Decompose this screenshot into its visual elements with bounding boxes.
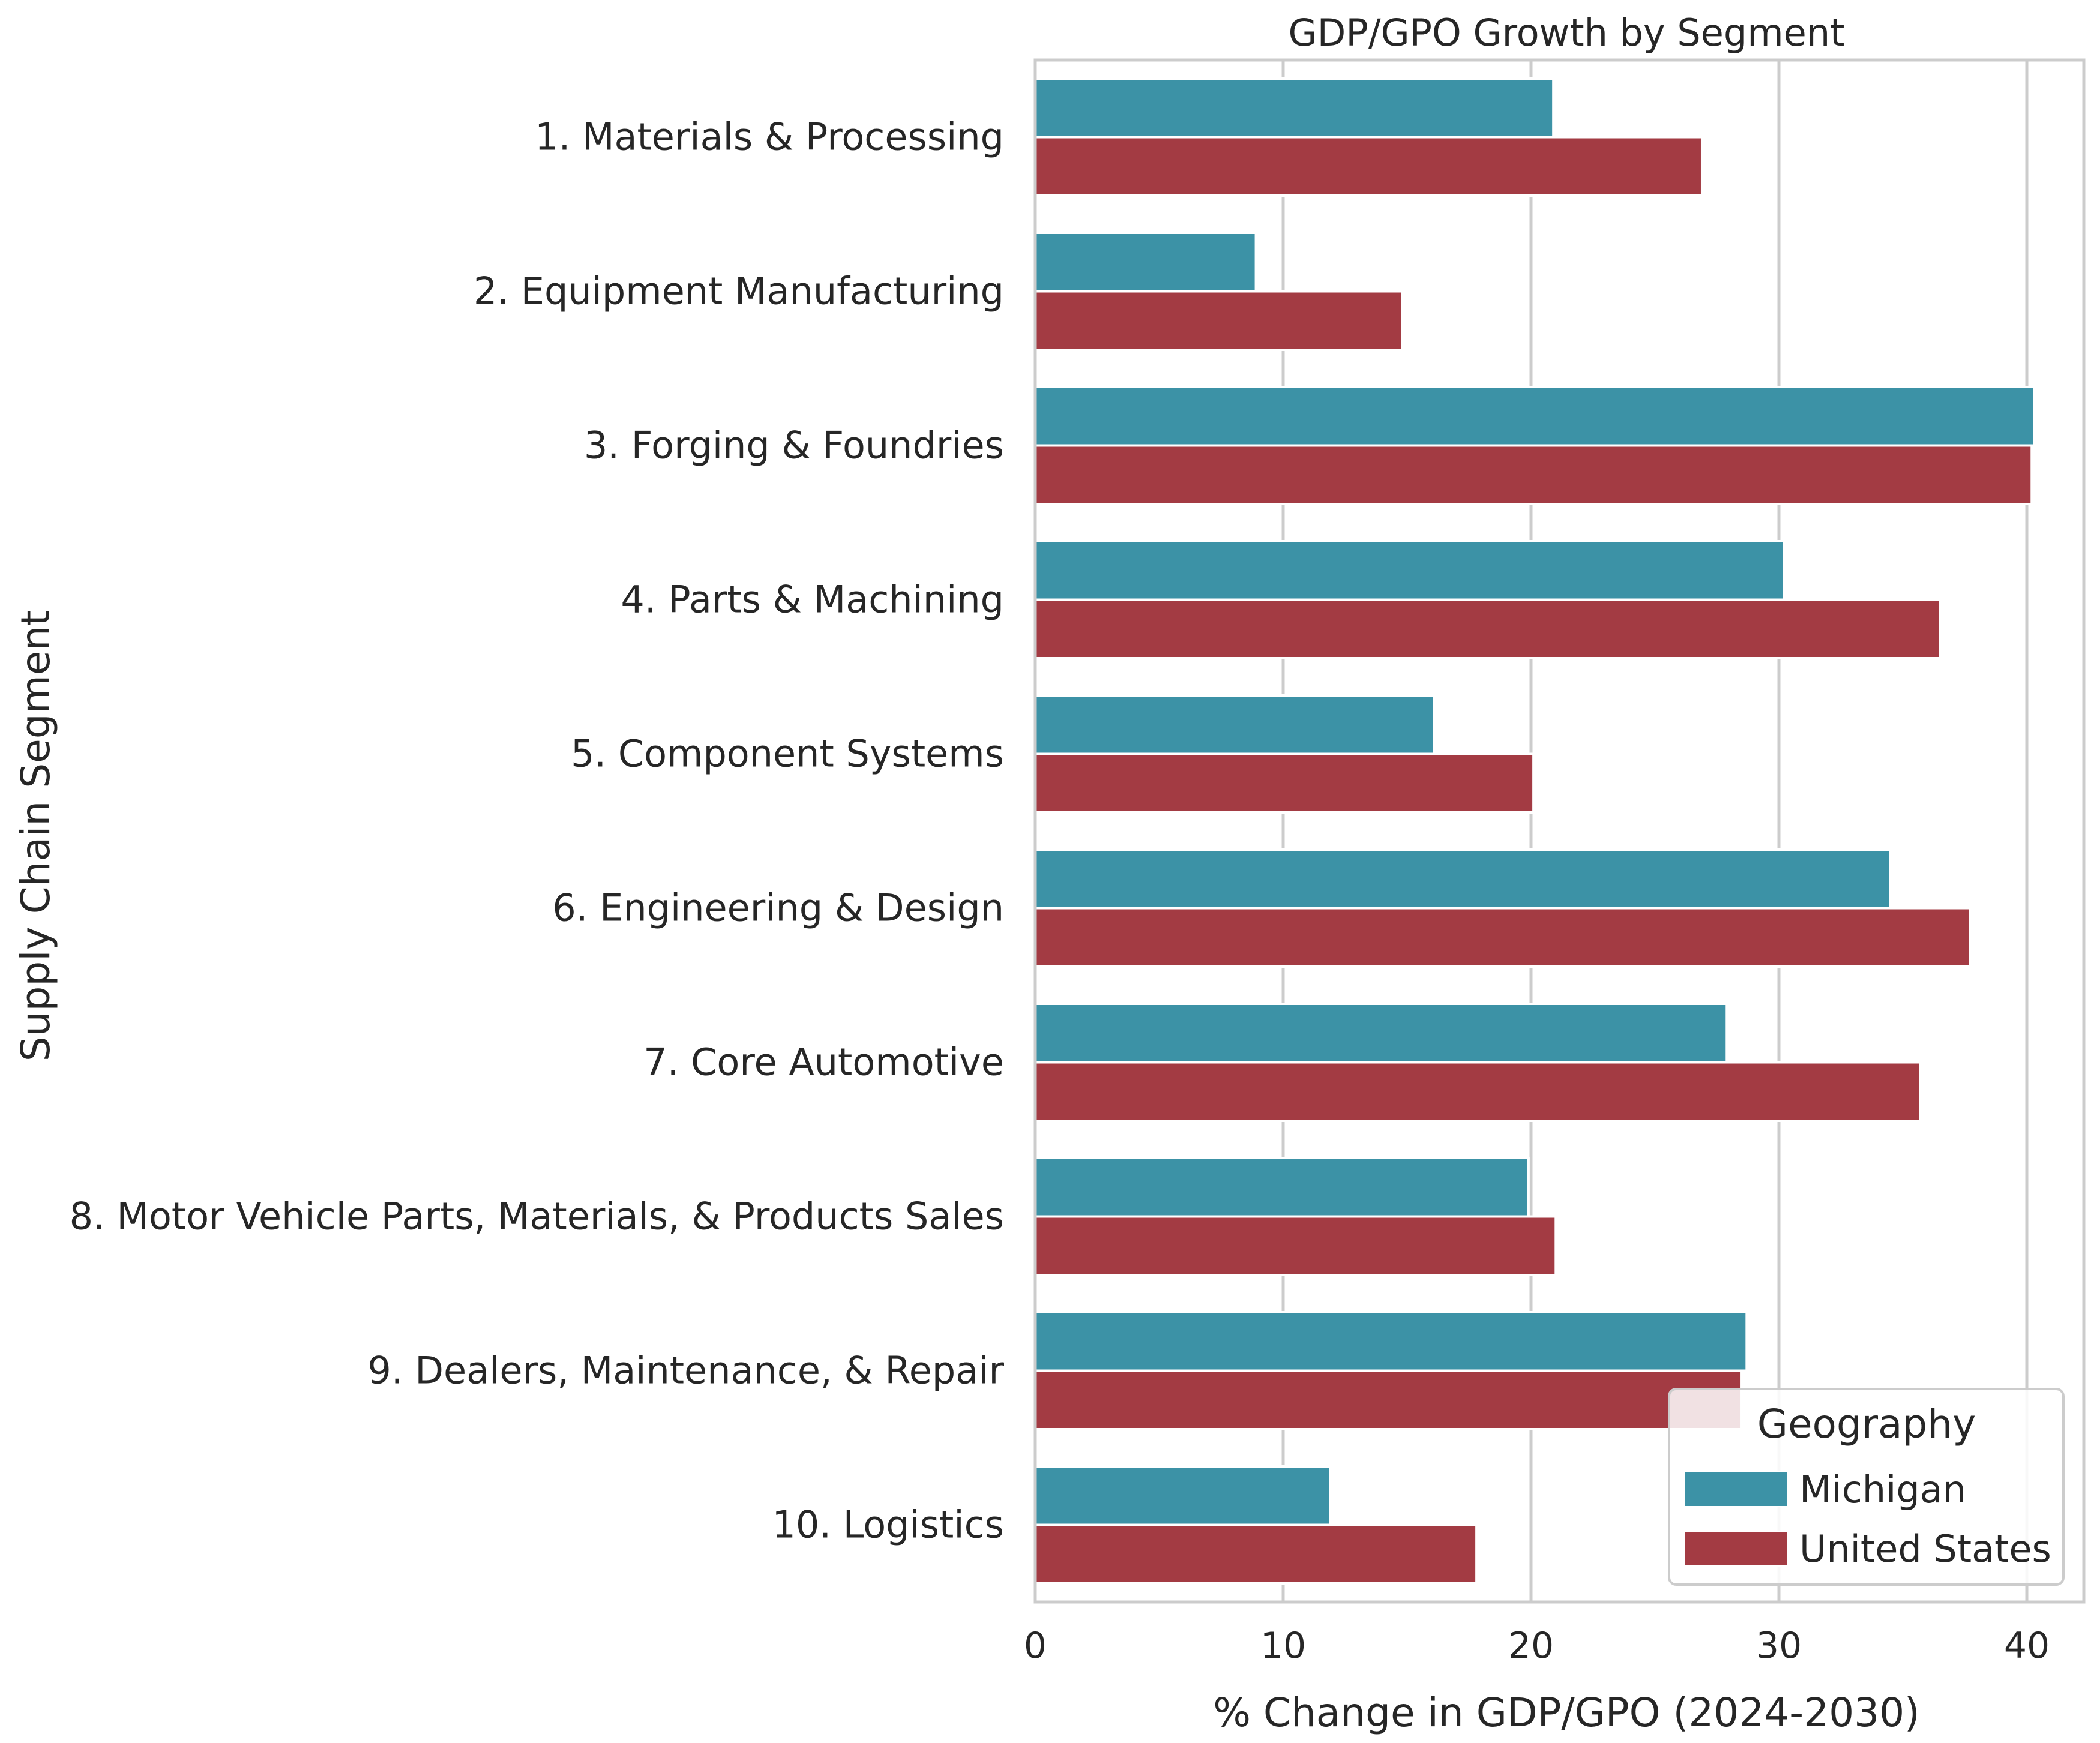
bar-michigan [1034, 232, 1257, 293]
bar-united-states [1034, 1523, 1478, 1585]
bar-united-states [1034, 598, 1942, 659]
bar-michigan [1034, 540, 1786, 601]
y-axis-label: Supply Chain Segment [13, 610, 59, 1061]
y-tick-label: 7. Core Automotive [643, 1040, 1004, 1084]
y-tick-label: 8. Motor Vehicle Parts, Materials, & Pro… [70, 1195, 1004, 1238]
bar-united-states [1034, 1369, 1743, 1430]
bar-united-states [1034, 907, 1972, 968]
y-tick-label: 3. Forging & Foundries [584, 424, 1004, 467]
bar-united-states [1034, 136, 1703, 197]
plot-frame [1033, 58, 2086, 1604]
legend-title: Geography [1757, 1401, 1976, 1447]
bar-united-states [1034, 290, 1404, 351]
y-tick-label: 4. Parts & Machining [621, 578, 1004, 622]
x-tick-label: 20 [1508, 1625, 1554, 1667]
bar-michigan [1034, 1311, 1748, 1372]
bar-michigan [1034, 386, 2036, 447]
y-tick-label: 6. Engineering & Design [552, 886, 1004, 930]
x-axis-label: % Change in GDP/GPO (2024-2030) [1213, 1690, 1920, 1736]
bar-michigan [1034, 1157, 1530, 1218]
bar-united-states [1034, 444, 2033, 505]
legend-swatch [1684, 1531, 1789, 1567]
y-tick-label: 5. Component Systems [571, 732, 1004, 776]
legend-label: Michigan [1799, 1468, 1966, 1511]
bar-michigan [1034, 77, 1555, 139]
y-tick-label: 10. Logistics [772, 1503, 1004, 1547]
x-tick-label: 30 [1756, 1625, 1802, 1667]
legend-swatch [1684, 1471, 1789, 1507]
legend: Geography Michigan United States [1668, 1388, 2065, 1586]
bar-michigan [1034, 694, 1436, 755]
y-tick-label: 2. Equipment Manufacturing [474, 269, 1004, 313]
x-tick-label: 40 [2004, 1625, 2050, 1667]
y-tick-label: 9. Dealers, Maintenance, & Repair [367, 1349, 1004, 1393]
legend-label: United States [1799, 1527, 2051, 1571]
x-tick-label: 0 [1024, 1625, 1047, 1667]
chart-title: GDP/GPO Growth by Segment [1289, 11, 1845, 55]
bar-michigan [1034, 848, 1892, 910]
bar-united-states [1034, 752, 1535, 814]
bars [1034, 77, 2036, 1585]
bar-united-states [1034, 1215, 1557, 1276]
bar-michigan [1034, 1465, 1332, 1526]
bar-michigan [1034, 1003, 1728, 1064]
x-tick-label: 10 [1260, 1625, 1306, 1667]
x-tick-labels: 0 10 20 30 40 [1024, 1625, 2050, 1667]
y-tick-labels: 1. Materials & Processing 2. Equipment Ma… [70, 115, 1005, 1547]
y-tick-label: 1. Materials & Processing [535, 115, 1004, 159]
bar-united-states [1034, 1061, 1922, 1122]
